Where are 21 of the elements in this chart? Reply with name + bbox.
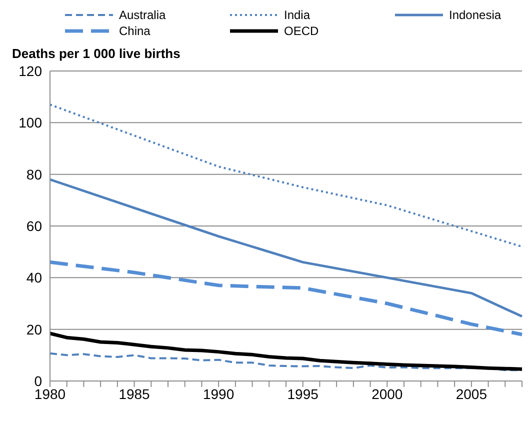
y-tick-label: 40 [26, 270, 42, 286]
x-tick-label: 1995 [287, 386, 319, 402]
legend-label: Indonesia [449, 8, 502, 22]
x-tick-label: 2005 [456, 386, 488, 402]
line-series [48, 178, 524, 318]
legend-label: India [284, 8, 310, 22]
x-tick-label: 1985 [118, 386, 150, 402]
line-series [48, 332, 524, 371]
legend-label: Australia [119, 8, 166, 22]
y-tick-label: 20 [26, 321, 42, 338]
y-axis-title: Deaths per 1 000 live births [11, 46, 182, 61]
y-tick-label: 120 [18, 62, 42, 79]
y-tick-label: 60 [26, 218, 42, 234]
legend-label: OECD [284, 24, 319, 38]
x-tick-label: 2000 [372, 386, 403, 402]
line-series [48, 260, 524, 336]
legend-label: China [119, 24, 150, 38]
x-tick-label: 1990 [202, 386, 234, 402]
y-tick-label: 100 [18, 114, 42, 131]
y-tick-label: 80 [26, 166, 42, 182]
line-series [49, 104, 523, 248]
